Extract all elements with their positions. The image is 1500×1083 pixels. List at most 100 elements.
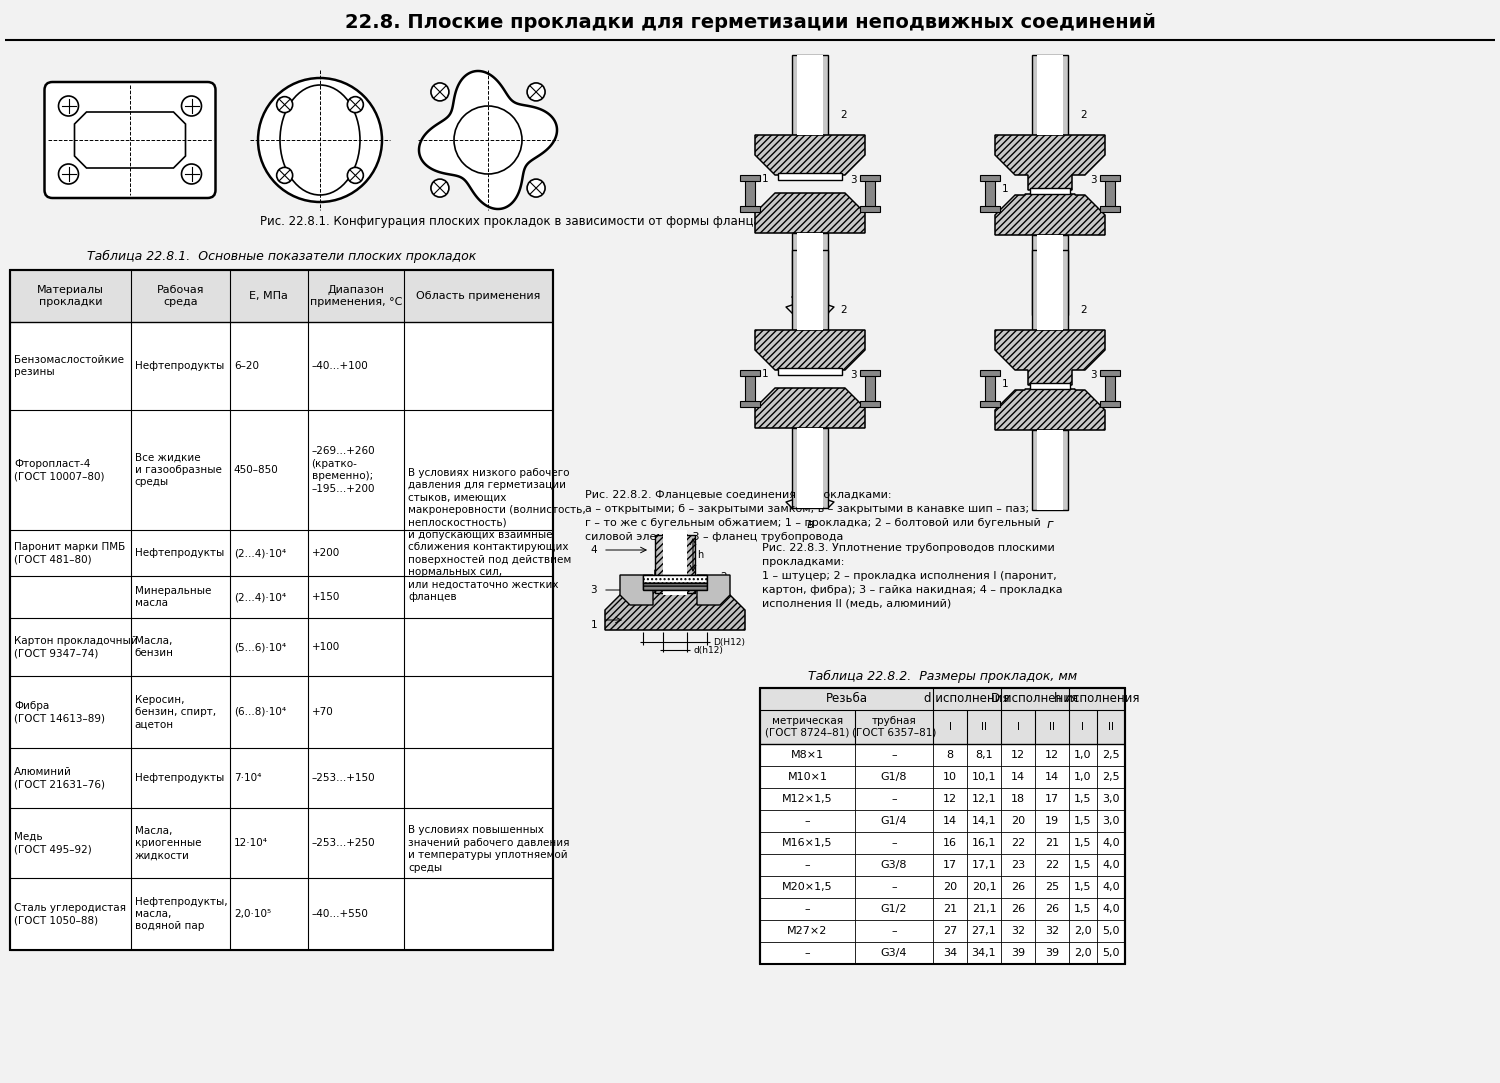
Circle shape bbox=[348, 96, 363, 113]
Bar bbox=[760, 876, 1125, 898]
Text: Нефтепродукты,
масла,
водяной пар: Нефтепродукты, масла, водяной пар bbox=[135, 897, 226, 931]
Text: 2,0: 2,0 bbox=[1074, 948, 1092, 958]
Text: (2...4)·10⁴: (2...4)·10⁴ bbox=[234, 548, 286, 558]
Text: d(h12): d(h12) bbox=[693, 645, 723, 654]
Text: 21: 21 bbox=[1046, 838, 1059, 848]
Text: h: h bbox=[698, 550, 703, 560]
Text: Рис. 22.8.2. Фланцевые соединения с прокладками:: Рис. 22.8.2. Фланцевые соединения с прок… bbox=[585, 490, 891, 500]
Text: Масла,
криогенные
жидкости: Масла, криогенные жидкости bbox=[135, 825, 201, 860]
Text: в: в bbox=[807, 519, 813, 532]
Bar bbox=[796, 55, 824, 135]
Text: 17: 17 bbox=[1046, 794, 1059, 804]
Polygon shape bbox=[75, 112, 186, 168]
Polygon shape bbox=[620, 575, 652, 605]
Text: I: I bbox=[948, 722, 951, 732]
Text: +70: +70 bbox=[312, 707, 333, 717]
Polygon shape bbox=[754, 330, 865, 370]
Text: 16,1: 16,1 bbox=[972, 838, 996, 848]
Text: 34: 34 bbox=[944, 948, 957, 958]
Circle shape bbox=[276, 168, 292, 183]
Text: Диапазон
применения, °С: Диапазон применения, °С bbox=[309, 285, 402, 306]
Bar bbox=[644, 583, 706, 590]
Bar bbox=[760, 766, 1125, 788]
Bar bbox=[859, 206, 880, 212]
Bar bbox=[10, 618, 554, 676]
Text: +200: +200 bbox=[312, 548, 340, 558]
Text: –40...+550: –40...+550 bbox=[312, 909, 369, 919]
Text: G1/4: G1/4 bbox=[880, 815, 908, 826]
Bar bbox=[740, 175, 760, 181]
Text: Нефтепродукты: Нефтепродукты bbox=[135, 361, 224, 371]
Bar bbox=[1032, 430, 1068, 510]
Circle shape bbox=[276, 96, 292, 113]
Text: –: – bbox=[891, 751, 897, 760]
Text: 32: 32 bbox=[1011, 926, 1025, 936]
Bar bbox=[859, 401, 880, 407]
Text: 20,1: 20,1 bbox=[972, 882, 996, 892]
Polygon shape bbox=[994, 135, 1106, 190]
Text: –40...+100: –40...+100 bbox=[312, 361, 369, 371]
Bar bbox=[1036, 235, 1064, 315]
Bar bbox=[1032, 250, 1068, 330]
Text: (6...8)·10⁴: (6...8)·10⁴ bbox=[234, 707, 286, 717]
Bar bbox=[644, 575, 706, 583]
Text: а – открытыми; б – закрытыми замком; в – закрытыми в канавке шип – паз;: а – открытыми; б – закрытыми замком; в –… bbox=[585, 504, 1029, 514]
Circle shape bbox=[348, 168, 363, 183]
Polygon shape bbox=[994, 194, 1106, 235]
Text: (2...4)·10⁴: (2...4)·10⁴ bbox=[234, 592, 286, 602]
Polygon shape bbox=[754, 193, 865, 233]
Text: Нефтепродукты: Нефтепродукты bbox=[135, 773, 224, 783]
Text: 14,1: 14,1 bbox=[972, 815, 996, 826]
Circle shape bbox=[58, 164, 78, 184]
Text: силовой элемент; 3 – фланец трубопровода: силовой элемент; 3 – фланец трубопровода bbox=[585, 532, 843, 542]
Text: 14: 14 bbox=[1046, 772, 1059, 782]
Text: 17,1: 17,1 bbox=[972, 860, 996, 870]
Text: G3/8: G3/8 bbox=[880, 860, 908, 870]
Polygon shape bbox=[754, 388, 865, 428]
Text: б: б bbox=[1046, 324, 1054, 337]
Text: G1/8: G1/8 bbox=[880, 772, 908, 782]
Bar bbox=[792, 233, 828, 313]
Bar bbox=[778, 173, 842, 180]
Bar bbox=[778, 368, 842, 375]
Text: 8,1: 8,1 bbox=[975, 751, 993, 760]
Polygon shape bbox=[698, 575, 730, 605]
Bar bbox=[10, 808, 554, 878]
Bar bbox=[760, 942, 1125, 964]
Text: 20: 20 bbox=[1011, 815, 1025, 826]
Bar bbox=[980, 175, 1000, 181]
Bar bbox=[760, 710, 1125, 744]
Text: В условиях повышенных
значений рабочего давления
и температуры уплотняемой
среды: В условиях повышенных значений рабочего … bbox=[408, 825, 570, 873]
Text: D(H12): D(H12) bbox=[712, 638, 746, 647]
Text: 14: 14 bbox=[1011, 772, 1025, 782]
Bar bbox=[656, 535, 694, 593]
Bar bbox=[1106, 371, 1114, 405]
Text: 18: 18 bbox=[1011, 794, 1025, 804]
Bar bbox=[792, 55, 828, 135]
Text: 4,0: 4,0 bbox=[1102, 838, 1120, 848]
Text: 22: 22 bbox=[1046, 860, 1059, 870]
Circle shape bbox=[430, 179, 448, 197]
Text: –: – bbox=[891, 926, 897, 936]
Text: –: – bbox=[804, 815, 810, 826]
Text: II: II bbox=[1108, 722, 1114, 732]
Text: Картон прокладочный
(ГОСТ 9347–74): Картон прокладочный (ГОСТ 9347–74) bbox=[13, 636, 138, 658]
Text: Таблица 22.8.2.  Размеры прокладок, мм: Таблица 22.8.2. Размеры прокладок, мм bbox=[808, 669, 1077, 682]
Text: d исполнения: d исполнения bbox=[924, 692, 1010, 705]
Bar bbox=[865, 371, 874, 405]
Polygon shape bbox=[994, 389, 1106, 430]
Circle shape bbox=[258, 78, 382, 203]
Text: 3: 3 bbox=[850, 175, 856, 185]
Text: Все жидкие
и газообразные
среды: Все жидкие и газообразные среды bbox=[135, 453, 222, 487]
Bar bbox=[644, 575, 706, 583]
Text: II: II bbox=[1048, 722, 1054, 732]
Bar bbox=[796, 250, 824, 330]
Bar bbox=[792, 250, 828, 330]
Text: 1: 1 bbox=[591, 619, 597, 630]
Bar bbox=[760, 688, 1125, 964]
Text: 12,1: 12,1 bbox=[972, 794, 996, 804]
Text: прокладками:: прокладками: bbox=[762, 557, 844, 567]
Text: M10×1: M10×1 bbox=[788, 772, 828, 782]
Text: 2: 2 bbox=[840, 305, 846, 315]
Text: Сталь углеродистая
(ГОСТ 1050–88): Сталь углеродистая (ГОСТ 1050–88) bbox=[13, 903, 126, 925]
